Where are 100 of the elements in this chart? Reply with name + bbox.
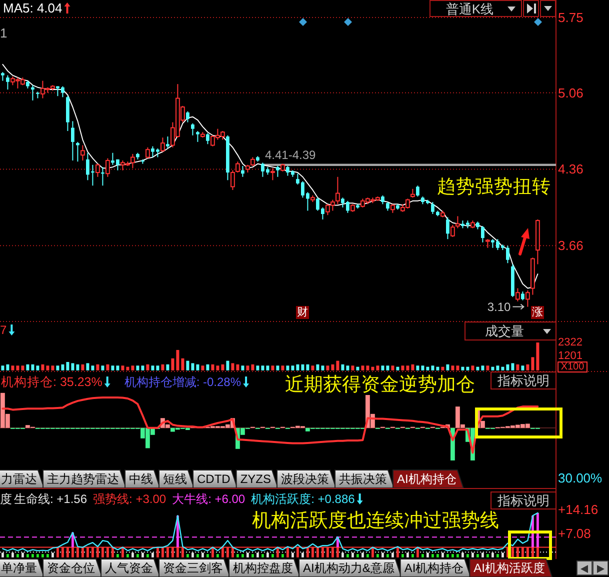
annotation: 度 [0, 492, 12, 506]
candlestick [101, 166, 104, 186]
text: 主力趋势雷达 [47, 472, 119, 486]
bar [311, 366, 314, 370]
bar [161, 364, 164, 370]
bar [31, 364, 34, 370]
bar [412, 554, 414, 558]
candlestick [450, 224, 455, 238]
bar [386, 554, 389, 558]
bar [116, 554, 119, 558]
text: 机构控盘度 [233, 561, 293, 575]
bar [361, 366, 364, 370]
candlestick [416, 185, 420, 198]
candlestick [506, 245, 510, 264]
bar [156, 547, 159, 558]
text: AI机构持仓 [404, 561, 464, 575]
bar [61, 364, 64, 370]
y-tick-label: 3.66 [558, 238, 584, 254]
bar [466, 366, 470, 370]
bar [501, 366, 504, 370]
y-tick-label: 2322 [558, 336, 582, 348]
bar [421, 366, 424, 370]
candlestick [196, 130, 200, 142]
bar [186, 360, 190, 370]
bar [491, 366, 494, 370]
bar [441, 366, 444, 370]
candlestick [130, 153, 135, 169]
text: 共振决策 [338, 472, 387, 486]
bar [246, 366, 250, 370]
text: 中线 [129, 472, 153, 486]
text: 力雷达 [1, 472, 37, 486]
bar [11, 366, 14, 370]
series-label: 机构持仓: 35.23% [1, 375, 102, 389]
bar [486, 554, 489, 558]
bar [356, 554, 359, 558]
bar [406, 366, 410, 370]
bar [411, 364, 414, 370]
bar [56, 366, 60, 370]
bar [196, 364, 200, 370]
text: AI机构活跃度 [474, 561, 546, 575]
bar [356, 366, 360, 370]
annotation: 机构活跃度也连续冲过强势线 [252, 510, 499, 532]
bar [16, 366, 20, 370]
bar [251, 364, 254, 370]
bar [236, 364, 240, 370]
candlestick [230, 170, 235, 190]
candlestick [146, 146, 150, 159]
chart-title: 成交量 [485, 324, 524, 338]
bar [266, 366, 270, 370]
bar [131, 366, 134, 370]
candlestick [191, 122, 194, 136]
bar [456, 554, 459, 558]
bar [32, 554, 34, 558]
bar [242, 554, 244, 558]
candlestick [236, 161, 240, 174]
candlestick [80, 144, 85, 161]
bar [321, 366, 324, 370]
bar [306, 364, 310, 370]
bar [521, 366, 524, 370]
bar [366, 554, 369, 558]
bar [282, 554, 284, 558]
bar [286, 366, 290, 370]
bar [91, 366, 94, 370]
bar [511, 363, 514, 370]
band-label: 4.41-4.39 [265, 148, 316, 162]
bar [16, 554, 19, 558]
bar [206, 554, 209, 558]
candlestick [336, 176, 340, 205]
y-tick-label: +7.08 [558, 526, 591, 542]
bar [231, 363, 234, 370]
bar [236, 554, 239, 558]
annotation: 指标说明 [496, 493, 550, 508]
bar [436, 366, 440, 370]
bar [396, 547, 399, 558]
bar [281, 366, 284, 370]
bar [526, 364, 530, 370]
candlestick [481, 226, 484, 243]
bar [341, 364, 344, 370]
text: 7 [0, 323, 7, 337]
bar [176, 350, 180, 370]
bar [216, 366, 220, 370]
bar [451, 366, 454, 370]
annotation: 1 [0, 26, 8, 40]
bar [256, 366, 260, 370]
bar [226, 360, 230, 370]
bar [386, 366, 390, 370]
bar [26, 554, 29, 558]
bar [276, 366, 280, 370]
bar [336, 360, 340, 370]
bar [326, 366, 330, 370]
bar [6, 364, 10, 370]
text: 资金仓位 [47, 561, 95, 575]
text: MA5: 4.04 [3, 0, 62, 16]
annotation: 3.10 [487, 300, 512, 314]
candlestick [71, 120, 74, 161]
bar [121, 366, 124, 370]
bar [126, 366, 130, 370]
bar [71, 363, 74, 370]
bar [1, 366, 4, 370]
candlestick [31, 84, 34, 101]
